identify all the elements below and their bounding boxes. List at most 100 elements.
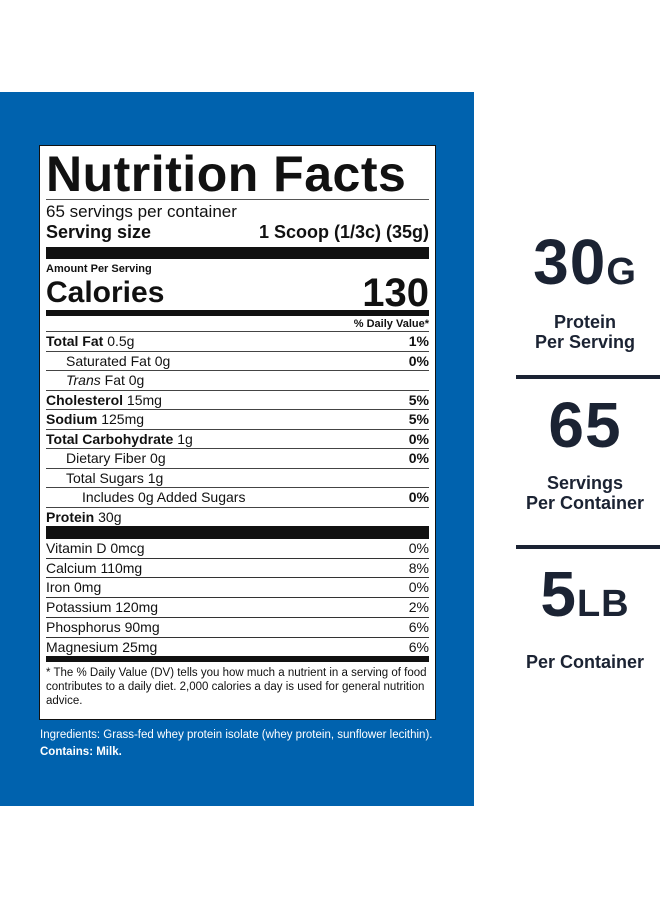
vitamin-dv: 8% [408, 559, 429, 576]
label-title: Nutrition Facts [46, 146, 407, 202]
calories-row: Calories 130 [46, 271, 429, 315]
stat-caption: Per Serving [534, 332, 636, 352]
nutrient-amount: 15mg [126, 391, 162, 408]
vitamin-name: Calcium 110mg [46, 559, 143, 576]
vitamin-row: Magnesium 25mg 6% [46, 636, 429, 657]
nutrient-row: Total Carbohydrate 1g 0% [46, 428, 429, 449]
nutrient-row: Total Sugars 1g [46, 467, 429, 488]
nutrient-row: Includes 0g Added Sugars 0% [46, 487, 429, 507]
serving-size-label: Serving size [46, 222, 152, 242]
stat-unit: G [606, 251, 637, 293]
nutrient-row: Total Fat 0.5g 1% [46, 331, 429, 351]
vitamin-row: Calcium 110mg 8% [46, 557, 429, 578]
stat-caption: Servings [546, 473, 624, 493]
vitamin-name: Iron 0mg [46, 579, 102, 596]
nutrient-label: Saturated Fat [66, 352, 151, 369]
nutrient-label-suffix: Fat [104, 372, 125, 388]
vitamin-dv: 2% [408, 599, 429, 616]
nutrient-amount: 0g [154, 352, 171, 369]
nutrient-dv: 5% [408, 391, 429, 408]
nutrient-label: Sodium [46, 411, 98, 427]
nutrition-facts-label: Nutrition Facts 65 servings per containe… [39, 145, 436, 720]
stat-weight: 5LB Per Container [510, 562, 660, 672]
nutrient-name: Cholesterol 15mg [46, 391, 162, 410]
nutrient-amount: 30g [98, 508, 122, 525]
serving-size-value: 1 Scoop (1/3c) (35g) [258, 222, 429, 242]
nutrient-name: Total Fat 0.5g [46, 332, 134, 351]
nutrient-amount: 0.5g [107, 333, 135, 349]
vitamin-row: Potassium 120mg 2% [46, 597, 429, 617]
vitamin-dv: 0% [408, 540, 429, 556]
calories-label: Calories [46, 276, 165, 309]
serving-size-row: Serving size 1 Scoop (1/3c) (35g) [46, 221, 429, 243]
nutrient-name: Protein 30g [46, 508, 121, 527]
stat-value: 30 [533, 226, 607, 298]
divider [46, 199, 429, 200]
thick-divider [46, 310, 429, 316]
vitamin-row: Phosphorus 90mg 6% [46, 616, 429, 637]
amount-per-serving: Amount Per Serving [46, 263, 152, 275]
nutrient-dv: 5% [408, 411, 429, 427]
stat-caption: Per Container [525, 652, 645, 672]
nutrient-label: Trans [66, 372, 101, 388]
nutrient-name: Includes 0g Added Sugars [46, 488, 245, 507]
stat-unit: LB [576, 583, 630, 625]
nutrient-name: Total Sugars 1g [46, 469, 163, 488]
vitamin-name: Potassium 120mg [46, 599, 159, 616]
nutrient-label: Total Fat [46, 333, 104, 349]
nutrient-amount: 0g [128, 372, 145, 388]
nutrient-row: Saturated Fat 0g 0% [46, 350, 429, 371]
vitamin-dv: 0% [408, 579, 429, 596]
daily-value-header: % Daily Value* [353, 318, 429, 330]
nutrient-label: Includes 0g Added Sugars [82, 489, 246, 505]
nutrient-dv: 0% [408, 489, 429, 505]
nutrient-row: Protein 30g [46, 506, 429, 527]
ingredients-block: Ingredients: Grass-fed whey protein isol… [40, 727, 432, 761]
nutrient-name: Dietary Fiber 0g [46, 449, 166, 468]
nutrient-name: Trans Fat 0g [46, 371, 144, 390]
stat-caption: Protein [553, 312, 616, 332]
thick-divider [46, 656, 429, 663]
nutrient-amount: 125mg [101, 411, 145, 427]
nutrient-amount: 1g [177, 430, 193, 447]
servings-per-container: 65 servings per container [46, 202, 237, 221]
nutrient-row: Dietary Fiber 0g 0% [46, 448, 429, 468]
thick-divider [46, 526, 429, 539]
vitamin-dv: 6% [408, 618, 429, 635]
nutrient-label: Cholesterol [46, 391, 124, 408]
stat-divider [516, 545, 660, 549]
stat-servings: 65 Servings Per Container [510, 393, 660, 513]
vitamin-name: Phosphorus 90mg [46, 618, 160, 635]
nutrient-dv: 0% [408, 430, 429, 447]
ingredients: Ingredients: Grass-fed whey protein isol… [40, 729, 433, 741]
nutrient-label: Protein [46, 508, 95, 525]
nutrient-label: Total Sugars [66, 469, 144, 486]
nutrient-amount: 1g [147, 469, 164, 486]
nutrient-row: Trans Fat 0g [46, 370, 429, 390]
vitamin-name: Vitamin D 0mcg [46, 540, 145, 556]
stat-value: 65 [548, 389, 622, 461]
calories-value: 130 [362, 271, 429, 315]
nutrient-amount: 0g [150, 450, 166, 466]
vitamin-dv: 6% [408, 638, 429, 655]
nutrient-dv: 0% [408, 450, 429, 466]
thick-divider [46, 247, 429, 259]
nutrient-list: Total Fat 0.5g 1% Saturated Fat 0g 0% Trans … [46, 331, 429, 526]
footnote: * The % Daily Value (DV) tells you how m… [46, 667, 427, 708]
nutrient-row: Cholesterol 15mg 5% [46, 389, 429, 410]
nutrient-name: Total Carbohydrate 1g [46, 430, 193, 449]
vitamin-name: Magnesium 25mg [46, 638, 158, 655]
vitamin-list: Vitamin D 0mcg 0% Calcium 110mg 8% Iron 0mg 0… [46, 539, 429, 656]
nutrient-label: Dietary Fiber [66, 450, 147, 466]
nutrient-dv: 0% [408, 352, 429, 369]
stat-caption: Per Container [525, 493, 645, 513]
allergen-contains: Contains: Milk. [40, 746, 122, 758]
nutrient-dv: 1% [408, 333, 429, 349]
nutrient-row: Sodium 125mg 5% [46, 409, 429, 429]
stat-value: 5 [540, 558, 577, 630]
stat-protein: 30G Protein Per Serving [510, 230, 660, 352]
vitamin-row: Iron 0mg 0% [46, 577, 429, 597]
nutrient-name: Saturated Fat 0g [46, 352, 170, 371]
nutrient-label: Total Carbohydrate [46, 430, 174, 447]
stat-divider [516, 375, 660, 379]
